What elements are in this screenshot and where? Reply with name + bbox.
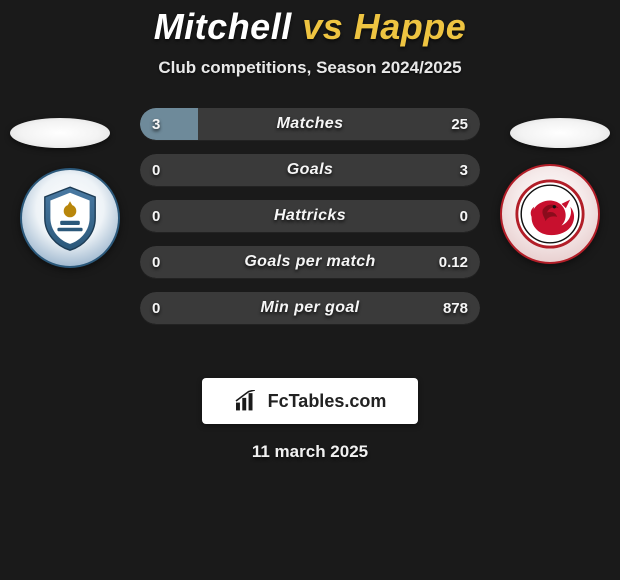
watermark: FcTables.com (202, 378, 418, 424)
title-player-b: Happe (354, 6, 467, 47)
stat-bars: 325Matches 03Goals 00Hattricks 00.12Goals p… (140, 108, 480, 324)
title-vs: vs (302, 6, 343, 47)
stats-area: 325Matches 03Goals 00Hattricks 00.12Goals p… (0, 108, 620, 358)
stat-label: Goals per match (140, 246, 480, 278)
stat-bar: 0878Min per goal (140, 292, 480, 324)
player-a-avatar (10, 118, 110, 148)
subtitle: Club competitions, Season 2024/2025 (0, 58, 620, 78)
stat-bar: 03Goals (140, 154, 480, 186)
watermark-text: FcTables.com (268, 391, 387, 412)
shield-crest-icon (35, 183, 105, 253)
date-label: 11 march 2025 (0, 442, 620, 462)
stat-label: Hattricks (140, 200, 480, 232)
stat-bar: 325Matches (140, 108, 480, 140)
title-player-a: Mitchell (154, 6, 292, 47)
club-badge-left (20, 168, 120, 268)
stat-label: Min per goal (140, 292, 480, 324)
stat-label: Goals (140, 154, 480, 186)
bar-chart-icon (234, 390, 260, 412)
dragon-crest-icon (514, 178, 586, 250)
club-badge-right (500, 164, 600, 264)
stat-bar: 00.12Goals per match (140, 246, 480, 278)
stat-bar: 00Hattricks (140, 200, 480, 232)
page-title: Mitchell vs Happe (0, 6, 620, 48)
comparison-card: Mitchell vs Happe Club competitions, Sea… (0, 0, 620, 462)
player-b-avatar (510, 118, 610, 148)
stat-label: Matches (140, 108, 480, 140)
